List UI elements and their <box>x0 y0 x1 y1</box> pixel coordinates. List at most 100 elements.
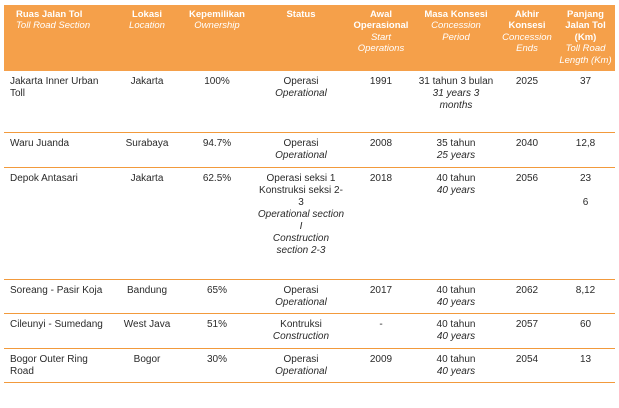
cell-panjang: 37 <box>556 70 615 134</box>
cell-panjang: 8,12 <box>556 279 615 315</box>
header-awal-id: Awal Operasional <box>353 9 409 32</box>
cell-ruas: Soreang - Pasir Koja <box>4 279 114 315</box>
header-status-id: Status <box>286 9 316 20</box>
cell-panjang: 60 <box>556 313 615 350</box>
cell-akhir: 2040 <box>498 132 556 169</box>
spacer <box>559 185 612 197</box>
cell-awal: 2009 <box>348 348 414 384</box>
toll-road-table: Ruas Jalan Tol Toll Road Section Lokasi … <box>4 5 615 384</box>
cell-lokasi: West Java <box>114 313 180 350</box>
cell-lokasi: Surabaya <box>114 132 180 169</box>
header-awal: Awal Operasional Start Operations <box>348 5 414 71</box>
cell-awal: 1991 <box>348 70 414 134</box>
masa-en-text: 40 years <box>436 366 476 378</box>
cell-akhir: 2025 <box>498 70 556 134</box>
panjang-text: 6 <box>582 197 589 209</box>
cell-masa: 35 tahun 25 years <box>414 132 498 169</box>
table-row: Soreang - Pasir Koja Bandung 65% Operasi… <box>4 279 615 315</box>
cell-panjang: 13 <box>556 348 615 384</box>
header-panjang: Panjang Jalan Tol (Km) Toll Road Length … <box>556 5 615 71</box>
header-awal-en: Start Operations <box>357 31 405 55</box>
cell-ruas: Waru Juanda <box>4 132 114 169</box>
masa-id-text: 40 tahun <box>436 173 476 185</box>
cell-status: Operasi Operational <box>254 279 348 315</box>
header-kepemilikan-en: Ownership <box>194 20 240 32</box>
table-row: Depok Antasari Jakarta 62.5% Operasi sek… <box>4 167 615 281</box>
cell-lokasi: Jakarta <box>114 167 180 281</box>
cell-ruas: Depok Antasari <box>4 167 114 281</box>
cell-akhir: 2054 <box>498 348 556 384</box>
table-row: Cileunyi - Sumedang West Java 51% Kontru… <box>4 313 615 350</box>
status-id-text: Operasi <box>283 75 319 87</box>
cell-akhir: 2057 <box>498 313 556 350</box>
masa-id-text: 40 tahun <box>436 285 476 297</box>
cell-lokasi: Bogor <box>114 348 180 384</box>
status-id-text: Operasi <box>283 138 319 150</box>
cell-masa: 40 tahun 40 years <box>414 167 498 281</box>
masa-en-text: 40 years <box>436 331 476 343</box>
header-row: Ruas Jalan Tol Toll Road Section Lokasi … <box>4 5 615 71</box>
cell-lokasi: Jakarta <box>114 70 180 134</box>
table-row: Waru Juanda Surabaya 94.7% Operasi Opera… <box>4 132 615 169</box>
status-id-text: Operasi seksi 1 <box>266 173 336 185</box>
status-en-text: Operational <box>275 366 327 378</box>
cell-masa: 40 tahun 40 years <box>414 279 498 315</box>
cell-ruas: Cileunyi - Sumedang <box>4 313 114 350</box>
status-en-text: Construction <box>272 331 330 343</box>
cell-panjang: 23 6 <box>556 167 615 281</box>
cell-ruas: Bogor Outer Ring Road <box>4 348 114 384</box>
status-id-text: Konstruksi seksi 2-3 <box>259 185 343 209</box>
header-lokasi: Lokasi Location <box>114 5 180 71</box>
masa-id-text: 40 tahun <box>436 354 476 366</box>
status-id-text: Operasi <box>283 354 319 366</box>
status-en-text: Operational <box>275 150 327 162</box>
panjang-text: 37 <box>579 75 592 87</box>
header-lokasi-en: Location <box>129 20 165 32</box>
status-id-text: Kontruksi <box>280 319 322 331</box>
status-en-text: Construction section 2-3 <box>272 233 330 257</box>
header-ruas-en: Toll Road Section <box>16 20 91 32</box>
header-ruas-id: Ruas Jalan Tol <box>16 9 83 20</box>
panjang-text: 8,12 <box>575 285 596 297</box>
cell-masa: 40 tahun 40 years <box>414 348 498 384</box>
masa-id-text: 35 tahun <box>436 138 476 150</box>
cell-kepemilikan: 30% <box>180 348 254 384</box>
masa-en-text: 31 years 3 months <box>432 87 480 111</box>
cell-kepemilikan: 94.7% <box>180 132 254 169</box>
table-row: Jakarta Inner Urban Toll Jakarta 100% Op… <box>4 70 615 134</box>
status-en-text: Operational <box>275 297 327 309</box>
header-ruas: Ruas Jalan Tol Toll Road Section <box>4 5 114 71</box>
masa-en-text: 25 years <box>436 150 476 162</box>
cell-awal: 2008 <box>348 132 414 169</box>
status-en-text: Operational <box>275 87 327 99</box>
header-akhir-en: Concession Ends <box>502 31 552 55</box>
cell-akhir: 2062 <box>498 279 556 315</box>
header-masa: Masa Konsesi Concession Period <box>414 5 498 71</box>
cell-status: Operasi Operational <box>254 348 348 384</box>
cell-akhir: 2056 <box>498 167 556 281</box>
header-akhir-id: Akhir Konsesi <box>508 9 546 32</box>
masa-id-text: 31 tahun 3 bulan <box>418 75 494 87</box>
header-panjang-id: Panjang Jalan Tol (Km) <box>565 9 606 43</box>
cell-status: Operasi seksi 1 Konstruksi seksi 2-3 Ope… <box>254 167 348 281</box>
status-en-text: Operational section I <box>257 209 345 233</box>
table-body: Jakarta Inner Urban Toll Jakarta 100% Op… <box>4 70 615 384</box>
cell-awal: 2018 <box>348 167 414 281</box>
cell-masa: 31 tahun 3 bulan 31 years 3 months <box>414 70 498 134</box>
toll-road-table-container: Ruas Jalan Tol Toll Road Section Lokasi … <box>4 5 615 384</box>
cell-masa: 40 tahun 40 years <box>414 313 498 350</box>
cell-status: Operasi Operational <box>254 70 348 134</box>
table-header: Ruas Jalan Tol Toll Road Section Lokasi … <box>4 5 615 71</box>
masa-en-text: 40 years <box>436 185 476 197</box>
panjang-text: 60 <box>579 319 592 331</box>
cell-kepemilikan: 100% <box>180 70 254 134</box>
status-id-text: Operasi <box>283 285 319 297</box>
header-status: Status <box>254 5 348 71</box>
cell-kepemilikan: 51% <box>180 313 254 350</box>
header-panjang-en: Toll Road Length (Km) <box>559 43 612 66</box>
cell-awal: 2017 <box>348 279 414 315</box>
header-kepemilikan: Kepemilikan Ownership <box>180 5 254 71</box>
header-masa-en: Concession Period <box>431 20 481 43</box>
header-kepemilikan-id: Kepemilikan <box>189 9 245 20</box>
cell-status: Operasi Operational <box>254 132 348 169</box>
